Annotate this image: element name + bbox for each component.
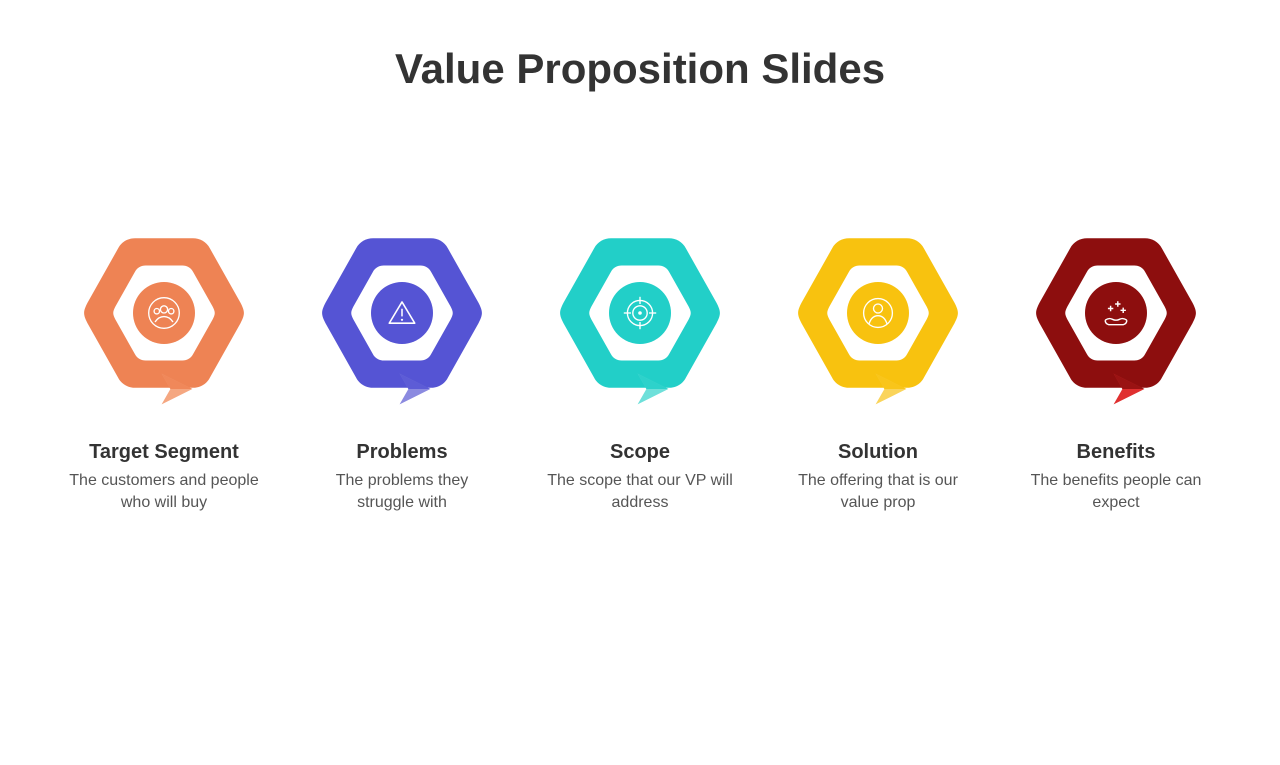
item-description: The customers and people who will buy — [69, 470, 259, 513]
item-description: The offering that is our value prop — [783, 470, 973, 513]
benefits-icon — [1085, 282, 1147, 344]
value-item: Benefits The benefits people can expect — [1021, 213, 1211, 513]
items-row: Target Segment The customers and people w… — [0, 213, 1280, 513]
item-title: Benefits — [1077, 441, 1156, 464]
item-title: Scope — [610, 441, 670, 464]
item-title: Problems — [356, 441, 447, 464]
hexagon-badge — [793, 213, 963, 413]
person-icon — [847, 282, 909, 344]
cursor-arrow-icon — [631, 367, 675, 411]
item-title: Target Segment — [89, 441, 239, 464]
warning-icon — [371, 282, 433, 344]
hexagon-badge — [317, 213, 487, 413]
target-icon — [609, 282, 671, 344]
cursor-arrow-icon — [155, 367, 199, 411]
item-description: The problems they struggle with — [307, 470, 497, 513]
item-description: The scope that our VP will address — [545, 470, 735, 513]
value-item: Scope The scope that our VP will address — [545, 213, 735, 513]
hexagon-badge — [1031, 213, 1201, 413]
slide-title: Value Proposition Slides — [0, 45, 1280, 93]
item-title: Solution — [838, 441, 918, 464]
item-description: The benefits people can expect — [1021, 470, 1211, 513]
hexagon-badge — [555, 213, 725, 413]
cursor-arrow-icon — [869, 367, 913, 411]
value-item: Problems The problems they struggle with — [307, 213, 497, 513]
value-item: Target Segment The customers and people w… — [69, 213, 259, 513]
users-icon — [133, 282, 195, 344]
value-item: Solution The offering that is our value p… — [783, 213, 973, 513]
hexagon-badge — [79, 213, 249, 413]
cursor-arrow-icon — [1107, 367, 1151, 411]
cursor-arrow-icon — [393, 367, 437, 411]
